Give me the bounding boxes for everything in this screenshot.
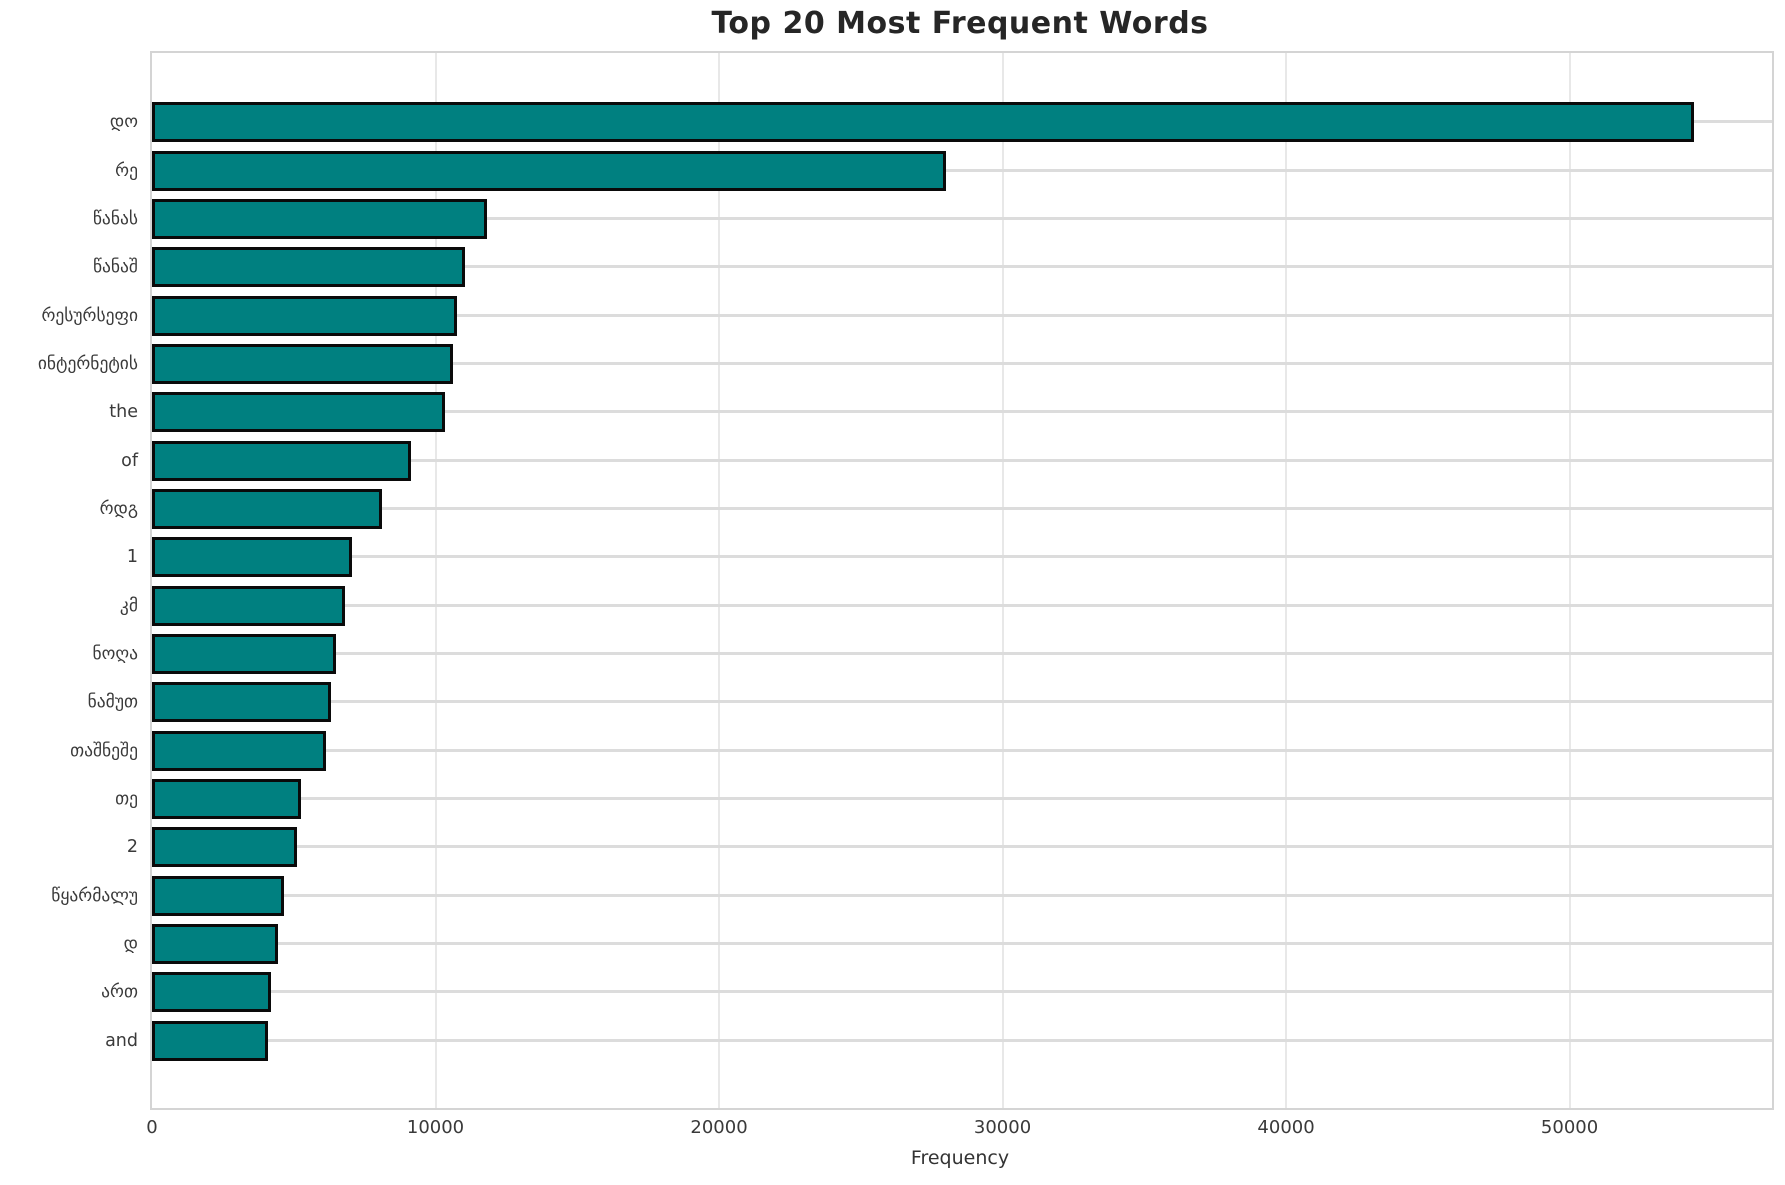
horizontal-gridline — [152, 216, 1772, 220]
vertical-gridline — [1285, 53, 1288, 1108]
bar-row: კმ — [120, 582, 1772, 630]
y-category-label: წყარმალუ — [51, 885, 138, 906]
bar — [152, 779, 301, 820]
vertical-gridline — [718, 53, 721, 1108]
x-axis-label: Frequency — [910, 1147, 1010, 1169]
y-category-label: კმ — [119, 595, 138, 616]
horizontal-gridline — [152, 265, 1772, 269]
horizontal-gridline — [152, 700, 1772, 704]
vertical-gridline — [1568, 53, 1571, 1108]
bar — [152, 392, 446, 433]
y-category-label: რესურსეფი — [41, 305, 138, 326]
bar-row: დ — [124, 920, 1772, 968]
bar-row: რდგ — [100, 485, 1772, 533]
horizontal-gridline — [152, 942, 1772, 946]
horizontal-gridline — [152, 845, 1772, 849]
horizontal-gridline — [152, 893, 1772, 897]
y-category-label: ინტერნეტის — [37, 353, 138, 374]
bar — [152, 150, 946, 191]
horizontal-gridline — [152, 797, 1772, 801]
bar — [152, 537, 352, 578]
y-category-label: of — [121, 450, 138, 471]
bar-row: the — [109, 388, 1772, 436]
bar — [152, 875, 284, 916]
y-category-label: ნამუთ — [87, 692, 138, 713]
bar — [152, 102, 1695, 143]
bar — [152, 488, 382, 529]
horizontal-gridline — [152, 361, 1772, 365]
bar-row: წანაშ — [93, 243, 1772, 291]
bar — [152, 827, 297, 868]
y-category-label: 2 — [126, 837, 138, 858]
horizontal-gridline — [152, 410, 1772, 414]
horizontal-gridline — [152, 748, 1772, 752]
bar-row: of — [121, 436, 1772, 484]
bar-row: ინტერნეტის — [38, 340, 1772, 388]
horizontal-gridline — [152, 990, 1772, 994]
bar-row: თაშნეშე — [70, 727, 1772, 775]
bar — [152, 1020, 269, 1061]
y-category-label: the — [109, 402, 138, 423]
horizontal-gridline — [152, 603, 1772, 607]
bar-row: წყარმალუ — [51, 872, 1772, 920]
y-category-label: წანას — [92, 208, 138, 229]
bar — [152, 585, 345, 626]
bar — [152, 295, 457, 336]
plot-area: დო რე წანას წანაშ რესურსეფი ინტერნეტის the of რდ… — [38, 51, 1774, 1110]
horizontal-gridline — [152, 1038, 1772, 1042]
bar — [152, 198, 487, 239]
x-tick-label: 30000 — [973, 1117, 1032, 1138]
y-category-label: 1 — [126, 547, 138, 568]
y-category-label: ართ — [101, 982, 138, 1003]
horizontal-gridline — [152, 168, 1772, 172]
bar — [152, 972, 272, 1013]
x-tick-label: 20000 — [690, 1117, 748, 1138]
y-category-label: თაშნეშე — [70, 740, 138, 761]
bar — [152, 247, 466, 288]
y-category-label: დ — [123, 934, 138, 955]
horizontal-gridline — [152, 313, 1772, 317]
x-tick-label: 0 — [146, 1117, 158, 1138]
bar-row: წანას — [93, 195, 1772, 243]
chart-title: Top 20 Most Frequent Words — [711, 6, 1209, 41]
bar — [152, 924, 279, 965]
vertical-gridline — [1001, 53, 1004, 1108]
bar — [152, 440, 412, 481]
y-category-label: დო — [109, 112, 138, 133]
bar — [152, 730, 327, 771]
vertical-gridline — [434, 53, 437, 1108]
horizontal-gridline — [152, 458, 1772, 462]
bar-row: ართ — [101, 968, 1772, 1016]
bar-row: რესურსეფი — [41, 291, 1772, 339]
bar-row: ნამუთ — [88, 678, 1772, 726]
horizontal-gridline — [152, 555, 1772, 559]
bar-row: 2 — [127, 823, 1772, 871]
horizontal-gridline — [152, 652, 1772, 656]
bar-row: ნოღა — [92, 630, 1772, 678]
y-category-label: თე — [115, 789, 138, 810]
bar — [152, 682, 331, 723]
bar — [152, 343, 453, 384]
x-tick-label: 50000 — [1540, 1117, 1599, 1138]
y-category-label: რდგ — [99, 498, 138, 519]
bar-row: თე — [115, 775, 1772, 823]
bar-row: დო — [110, 98, 1772, 146]
x-tick-label: 40000 — [1257, 1117, 1315, 1138]
bar-row: and — [105, 1017, 1772, 1065]
y-category-label: წანაშ — [92, 257, 138, 278]
bar-row: რე — [115, 146, 1772, 194]
bar-row: 1 — [127, 533, 1772, 581]
y-category-label: and — [105, 1030, 138, 1051]
bar — [152, 634, 337, 675]
y-category-label: ნოღა — [92, 644, 138, 665]
horizontal-gridline — [152, 506, 1772, 510]
y-category-label: რე — [115, 160, 138, 181]
x-tick-label: 10000 — [406, 1117, 465, 1138]
